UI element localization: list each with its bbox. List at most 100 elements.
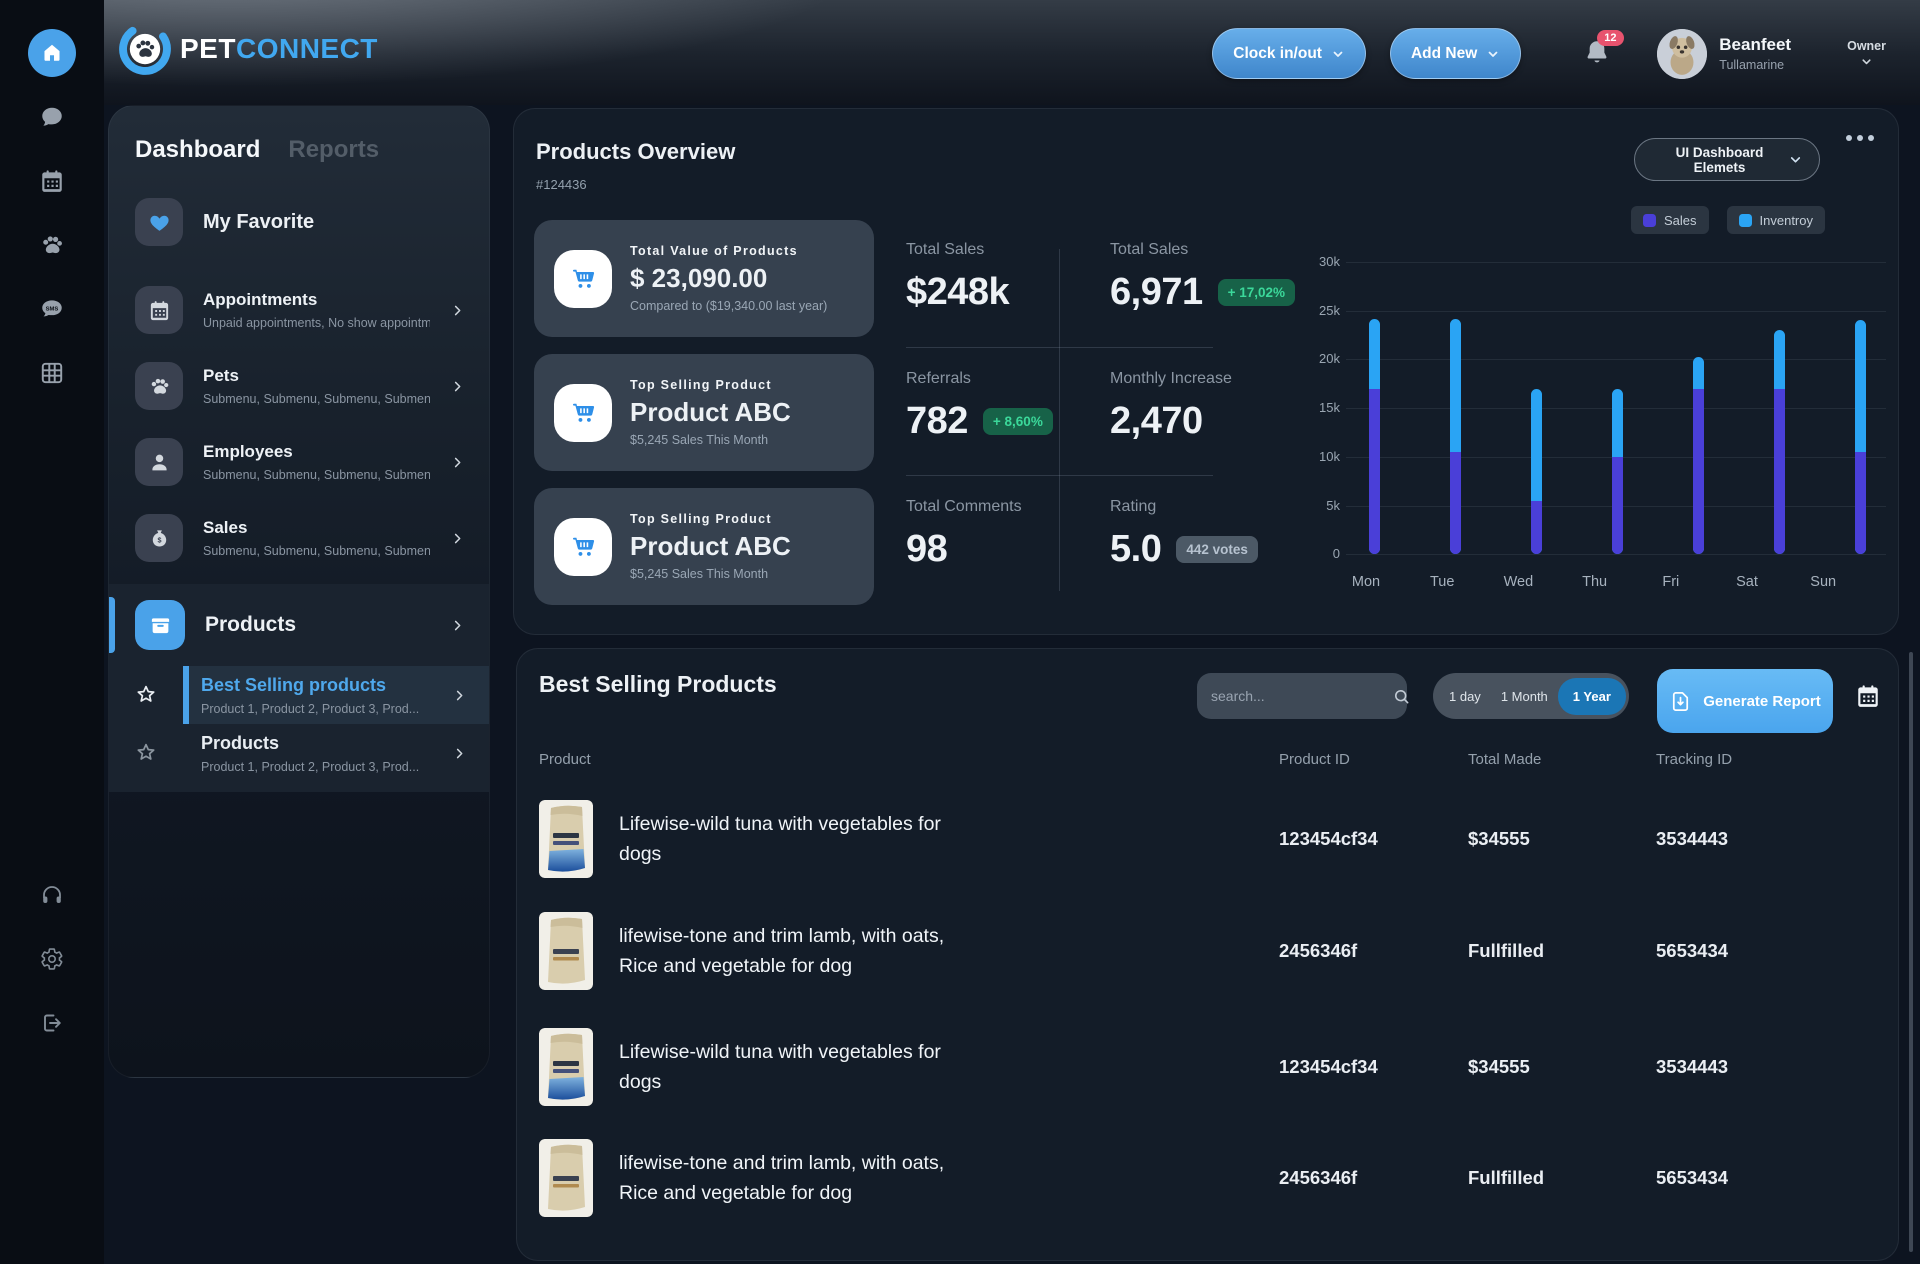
clock-in-out-button[interactable]: Clock in/out — [1212, 28, 1366, 79]
search-input[interactable] — [1211, 688, 1392, 704]
heart-icon — [135, 198, 183, 246]
notifications-button[interactable]: 12 — [1583, 30, 1624, 69]
chevron-right-icon — [450, 303, 465, 318]
range-1-month[interactable]: 1 Month — [1491, 678, 1558, 715]
rail-headphones-icon[interactable] — [28, 871, 76, 919]
cell-product-id: 123454cf34 — [1279, 1056, 1378, 1077]
rail-sms-icon[interactable]: SMS — [28, 285, 76, 333]
sidebar-item-subtitle: Submenu, Submenu, Submenu, Submenu, ... — [203, 392, 430, 406]
box-icon — [135, 600, 185, 650]
more-options-button[interactable] — [1842, 131, 1878, 145]
brand-name: PETCONNECT — [180, 33, 378, 64]
top-bar: PETCONNECT Clock in/out Add New 12 Beanf… — [104, 0, 1920, 105]
sidebar: Dashboard Reports My Favorite Appointmen… — [108, 105, 490, 1078]
sidebar-item-label: Employees — [203, 442, 293, 461]
sidebar-item-label: Sales — [203, 518, 248, 537]
sidebar-subitem-products[interactable]: Products Product 1, Product 2, Product 3… — [109, 724, 489, 782]
rail-logout-icon[interactable] — [28, 999, 76, 1047]
user-menu[interactable]: Beanfeet Tullamarine — [1719, 35, 1791, 72]
user-name: Beanfeet — [1719, 35, 1792, 54]
star-icon[interactable] — [109, 666, 183, 724]
scrollbar[interactable] — [1909, 652, 1913, 1252]
sidebar-item-sales[interactable]: $ Sales Submenu, Submenu, Submenu, Subme… — [109, 500, 489, 576]
stat-cell: Total Sales 6,971 + 17,02% — [1110, 241, 1296, 314]
chevron-down-icon — [1331, 47, 1345, 61]
stat-value: 98 — [906, 528, 948, 570]
rail-calendar-icon[interactable] — [28, 157, 76, 205]
cell-total-made: Fullfilled — [1468, 1167, 1545, 1188]
stat-card: Top Selling Product Product ABC $5,245 S… — [534, 354, 874, 471]
tab-reports[interactable]: Reports — [288, 136, 380, 163]
product-image — [539, 1028, 593, 1106]
add-new-button[interactable]: Add New — [1389, 28, 1522, 79]
generate-report-button[interactable]: Generate Report — [1657, 669, 1833, 733]
paw-icon — [135, 362, 183, 410]
column-header: Product — [539, 751, 591, 768]
products-overview-card: Products Overview #124436 UI Dashboard E… — [513, 108, 1899, 635]
products-label: Products — [205, 613, 297, 636]
stat-cell: Referrals 782 + 8,60% — [906, 370, 1053, 443]
rail-grid-icon[interactable] — [28, 349, 76, 397]
rail-home-icon[interactable] — [28, 29, 76, 77]
chevron-down-icon — [1860, 55, 1873, 68]
stat-label: Total Sales — [1110, 241, 1189, 258]
x-label: Fri — [1662, 574, 1680, 591]
cart-icon — [554, 383, 612, 442]
cell-tracking-id: 3534443 — [1656, 1056, 1729, 1077]
table-row[interactable]: lifewise-tone and trim lamb, with oats, … — [539, 909, 1876, 993]
rail-paw-icon[interactable] — [28, 221, 76, 269]
stat-card-subtitle: $5,245 Sales This Month — [630, 433, 769, 447]
sidebar-item-pets[interactable]: Pets Submenu, Submenu, Submenu, Submenu,… — [109, 348, 489, 424]
user-location: Tullamarine — [1719, 58, 1785, 72]
table-row[interactable]: Lifewise-wild tuna with vegetables for d… — [539, 1025, 1876, 1109]
overview-id: #124436 — [536, 177, 587, 192]
calendar-button[interactable] — [1855, 683, 1881, 712]
subitem-subtitle: Product 1, Product 2, Product 3, Prod... — [201, 759, 420, 774]
overview-title: Products Overview — [536, 139, 736, 164]
date-range-toggle: 1 day 1 Month 1 Year — [1433, 673, 1629, 719]
sidebar-item-subtitle: Unpaid appointments, No show appointme .… — [203, 316, 430, 330]
subitem-label: Products — [201, 732, 280, 753]
sidebar-item-my-favorite[interactable]: My Favorite — [109, 194, 489, 250]
star-icon[interactable] — [109, 724, 183, 782]
rail-top: SMS — [0, 21, 104, 405]
x-label: Tue — [1429, 574, 1455, 591]
table-row[interactable]: Lifewise-wild tuna with vegetables for d… — [539, 797, 1876, 881]
cell-product-id: 2456346f — [1279, 940, 1358, 961]
cell-tracking-id: 5653434 — [1656, 940, 1729, 961]
stat-card: Top Selling Product Product ABC $5,245 S… — [534, 488, 874, 605]
avatar[interactable] — [1657, 28, 1708, 79]
range-1-year[interactable]: 1 Year — [1557, 677, 1626, 715]
search-icon[interactable] — [1392, 687, 1411, 706]
table-row[interactable]: lifewise-tone and trim lamb, with oats, … — [539, 1136, 1876, 1220]
chevron-right-icon — [450, 455, 465, 470]
rail-gear-icon[interactable] — [28, 935, 76, 983]
x-label: Thu — [1582, 574, 1608, 591]
stat-value: 2,470 — [1110, 400, 1203, 442]
stat-card-subtitle: $5,245 Sales This Month — [630, 567, 769, 581]
product-name: Lifewise-wild tuna with vegetables for d… — [619, 812, 941, 865]
stat-value: 6,971 — [1110, 271, 1203, 313]
sidebar-item-employees[interactable]: Employees Submenu, Submenu, Submenu, Sub… — [109, 424, 489, 500]
tab-dashboard[interactable]: Dashboard — [135, 136, 261, 163]
stat-card-value: $ 23,090.00 — [630, 263, 768, 293]
stat-label: Total Sales — [906, 241, 985, 258]
sidebar-item-products[interactable]: Products — [109, 584, 489, 666]
sidebar-subitem-best-selling-products[interactable]: Best Selling products Product 1, Product… — [109, 666, 489, 724]
best-selling-title: Best Selling Products — [539, 671, 777, 697]
sidebar-item-appointments[interactable]: Appointments Unpaid appointments, No sho… — [109, 272, 489, 348]
stat-card-subtitle: Compared to ($19,340.00 last year) — [630, 299, 828, 313]
rail-chat-icon[interactable] — [28, 93, 76, 141]
y-tick: 10k — [1319, 448, 1340, 464]
stat-label: Monthly Increase — [1110, 370, 1232, 387]
cell-tracking-id: 5653434 — [1656, 1167, 1729, 1188]
stat-label: Total Comments — [906, 498, 1022, 515]
chevron-down-icon — [1788, 152, 1803, 167]
dashboard-elements-dropdown[interactable]: UI Dashboard Elemets — [1634, 138, 1820, 181]
legend-inventroy[interactable]: Inventroy — [1726, 206, 1825, 234]
product-name: Lifewise-wild tuna with vegetables for d… — [619, 1040, 941, 1093]
role-selector[interactable]: Owner — [1847, 39, 1886, 68]
legend-sales[interactable]: Sales — [1630, 206, 1709, 234]
range-1-day[interactable]: 1 day — [1439, 678, 1491, 715]
